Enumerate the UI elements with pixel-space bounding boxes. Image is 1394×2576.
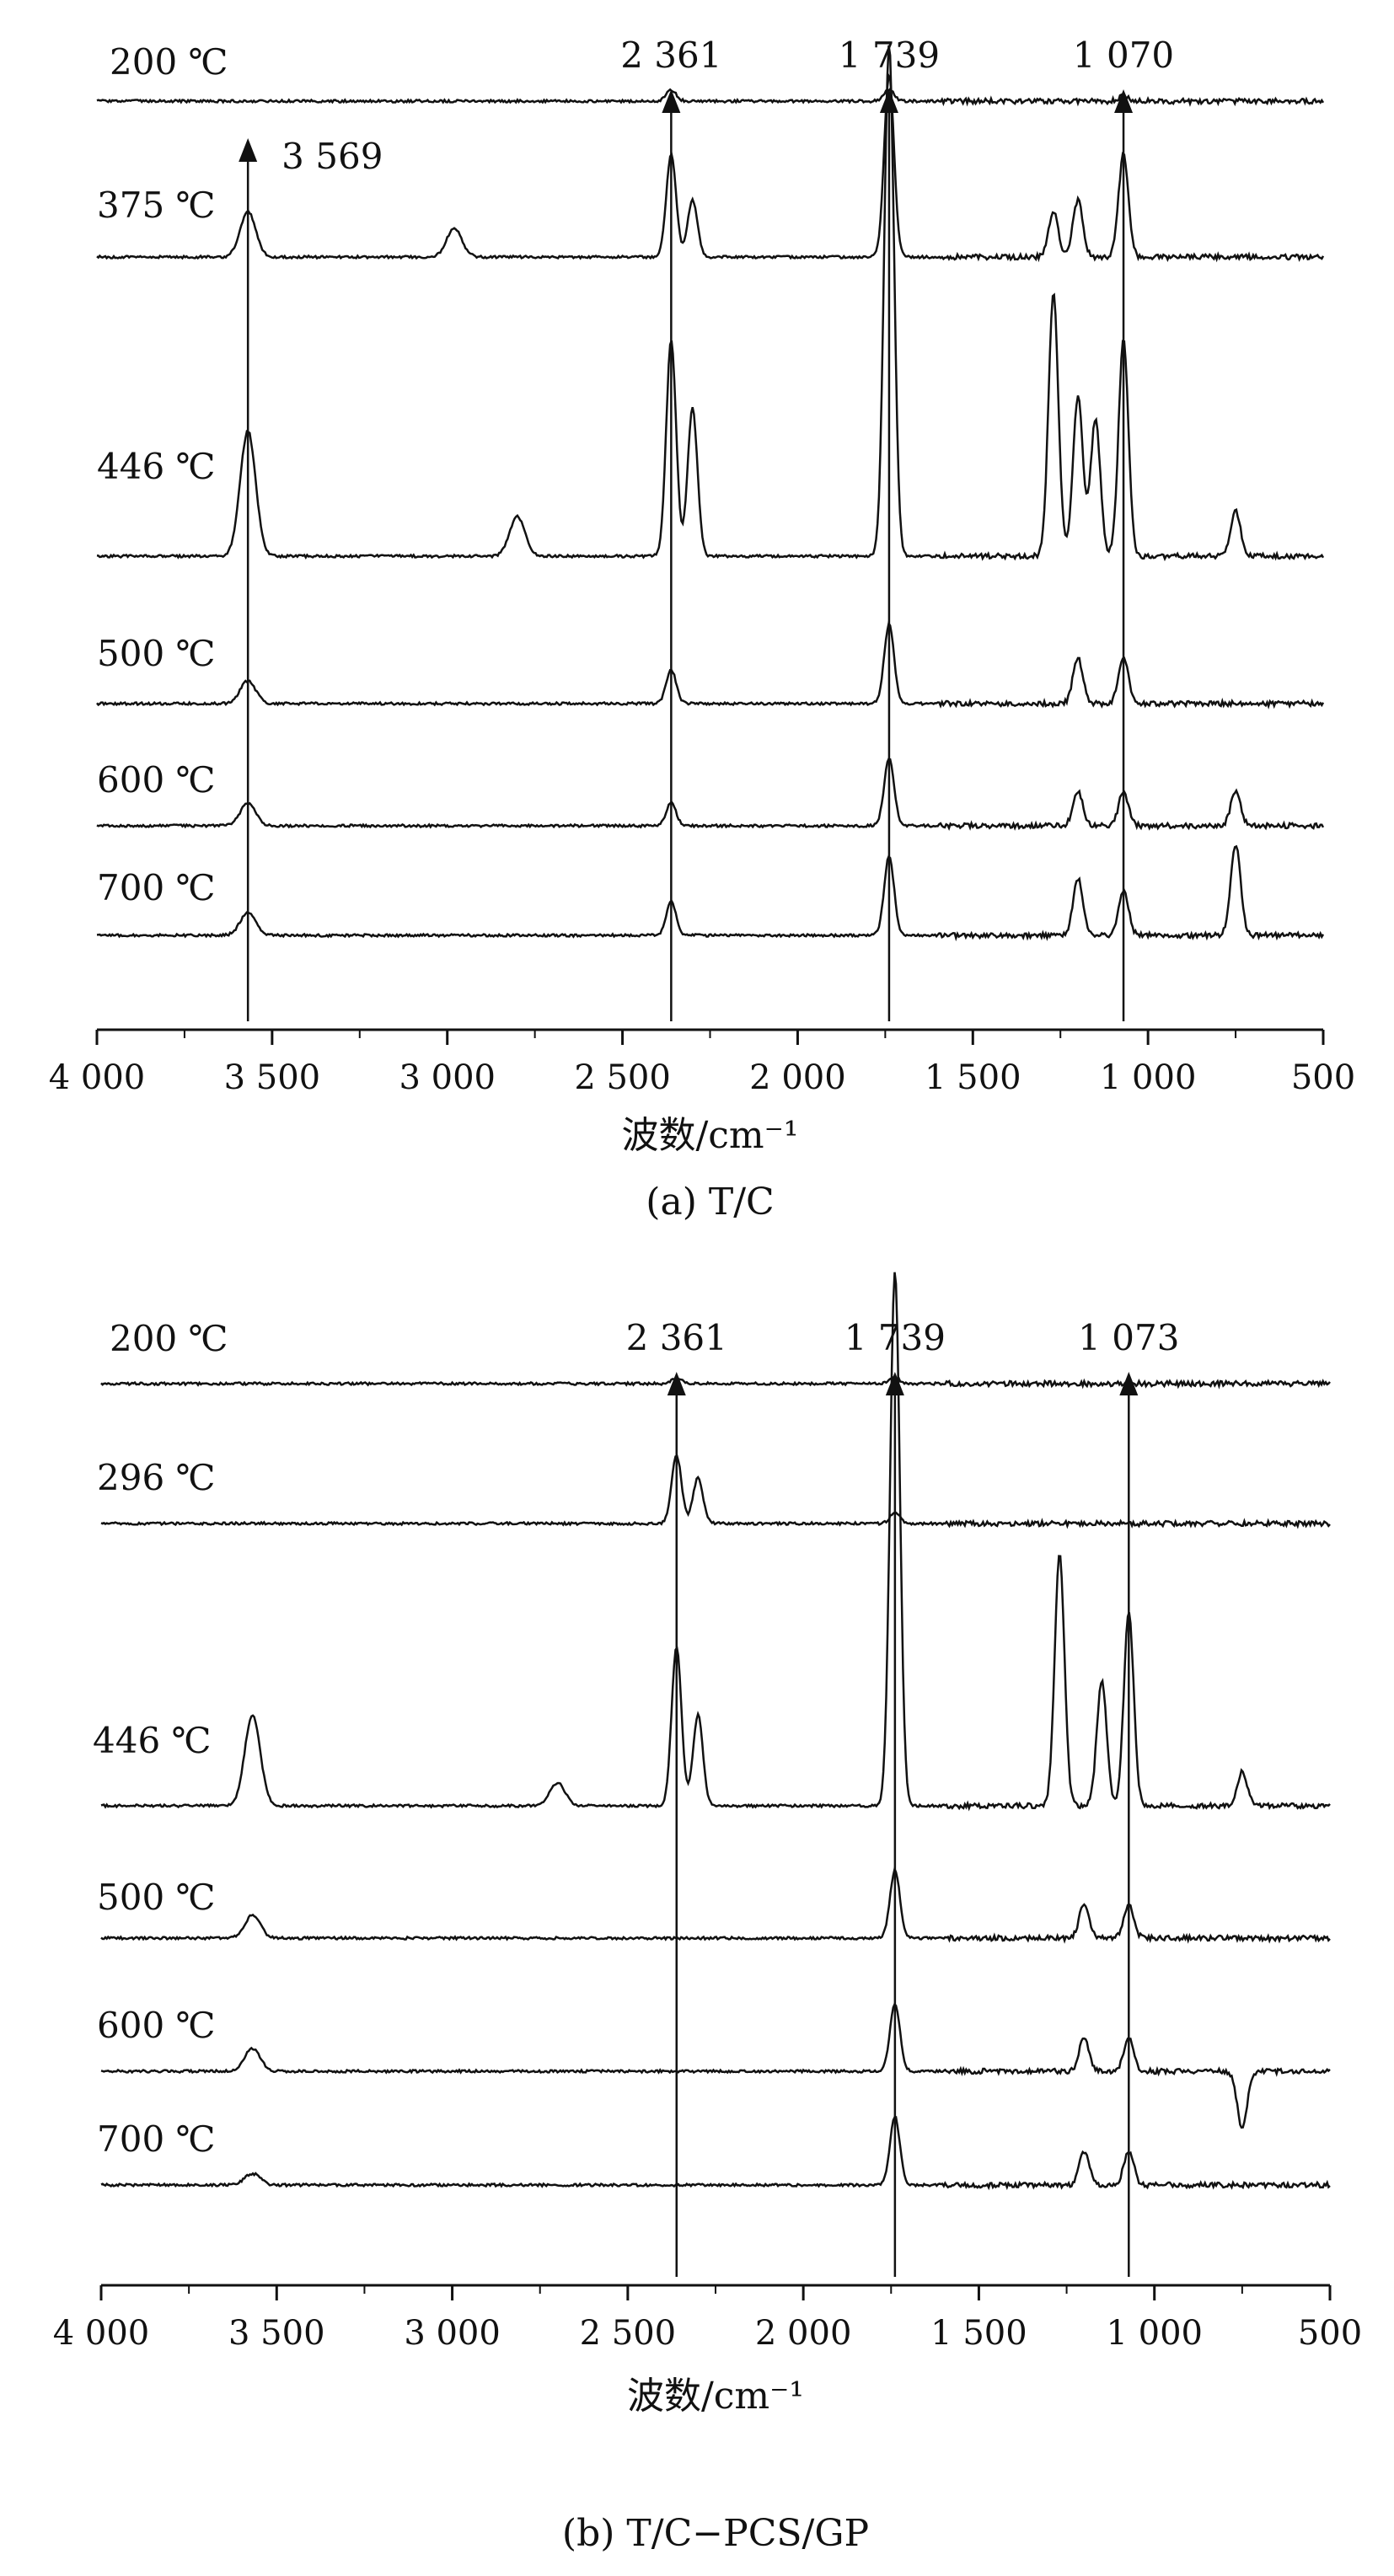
peak-marker-label: 1 070	[1073, 35, 1174, 76]
x-axis-label: 波数/cm⁻¹	[627, 2375, 804, 2418]
series-label: 200 ℃	[110, 1318, 228, 1359]
x-tick-label: 500	[1298, 2314, 1362, 2353]
peak-marker-label: 2 361	[620, 35, 721, 76]
x-tick-label: 1 000	[1100, 1058, 1197, 1097]
spectrum-line	[100, 1866, 1331, 1944]
peak-marker-label: 1 739	[844, 1317, 946, 1358]
series-label: 600 ℃	[97, 2005, 216, 2046]
panel-b: 4 000 3 500 3 000 2 500 2 000 1 500 1 000 500 波数…	[53, 1272, 1362, 2555]
peak-marker-arrowhead	[662, 89, 681, 113]
x-tick-label: 1 000	[1106, 2314, 1203, 2353]
peak-marker-arrowhead	[879, 89, 898, 113]
series-label: 700 ℃	[97, 867, 216, 908]
x-tick-label: 2 000	[749, 1058, 846, 1097]
x-tick-label: 500	[1291, 1058, 1355, 1097]
x-tick-label: 3 500	[228, 2314, 325, 2353]
x-tick-label: 1 500	[930, 2314, 1027, 2353]
peak-marker-arrowhead	[1119, 1372, 1139, 1395]
peak-marker-arrowhead	[885, 1372, 904, 1395]
spectrum-line	[96, 758, 1325, 831]
x-tick-label: 3 000	[404, 2314, 501, 2353]
x-tick-label: 2 500	[580, 2314, 677, 2353]
x-axis-label: 波数/cm⁻¹	[621, 1114, 798, 1157]
peak-marker-arrowhead	[667, 1372, 686, 1395]
spectrum-line	[96, 87, 1325, 107]
x-tick-label: 1 500	[925, 1058, 1021, 1097]
spectrum-line	[100, 2116, 1331, 2191]
x-tick-label: 3 000	[399, 1058, 496, 1097]
spectrum-line	[96, 844, 1325, 942]
panel-caption: (b) T/C−PCS/GP	[562, 2512, 869, 2555]
series-label: 446 ℃	[97, 446, 216, 487]
spectrum-line	[100, 2002, 1331, 2129]
peak-marker-label: 1 073	[1078, 1317, 1179, 1358]
spectrum-line	[100, 1272, 1331, 1812]
spectrum-line	[96, 72, 1325, 263]
series-label: 700 ℃	[97, 2118, 216, 2160]
series-label: 500 ℃	[97, 633, 216, 674]
panel-caption: (a) T/C	[646, 1181, 774, 1224]
series-label: 446 ℃	[93, 1720, 212, 1761]
x-tick-label: 3 500	[224, 1058, 321, 1097]
spectrum-line	[100, 1454, 1331, 1529]
peak-marker-label: 1 739	[839, 35, 940, 76]
x-tick-label: 4 000	[49, 1058, 146, 1097]
peak-marker-label: 2 361	[626, 1317, 727, 1358]
x-tick-label: 2 500	[574, 1058, 671, 1097]
x-tick-label: 4 000	[53, 2314, 150, 2353]
peak-marker-arrowhead	[1114, 89, 1134, 113]
peak-marker-label: 3 569	[281, 136, 383, 177]
spectrum-line	[96, 45, 1325, 562]
series-label: 600 ℃	[97, 759, 216, 801]
spectrum-line	[100, 1375, 1331, 1390]
peak-marker-arrowhead	[239, 138, 258, 162]
series-label: 375 ℃	[97, 185, 216, 226]
series-label: 296 ℃	[97, 1457, 216, 1498]
spectrum-line	[96, 620, 1325, 710]
x-tick-label: 2 000	[755, 2314, 852, 2353]
series-label: 500 ℃	[97, 1877, 216, 1918]
series-label: 200 ℃	[110, 41, 228, 83]
panel-a: 4 000 3 500 3 000 2 500 2 000 1 500 1 000 500 波数…	[49, 35, 1355, 1224]
